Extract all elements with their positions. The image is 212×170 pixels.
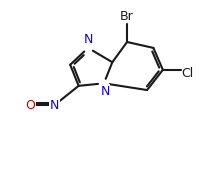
Text: Br: Br [120, 10, 134, 23]
Text: O: O [25, 99, 35, 112]
Text: N: N [100, 85, 110, 98]
Text: Cl: Cl [181, 67, 193, 80]
Text: N: N [50, 99, 59, 112]
Text: N: N [83, 33, 93, 46]
